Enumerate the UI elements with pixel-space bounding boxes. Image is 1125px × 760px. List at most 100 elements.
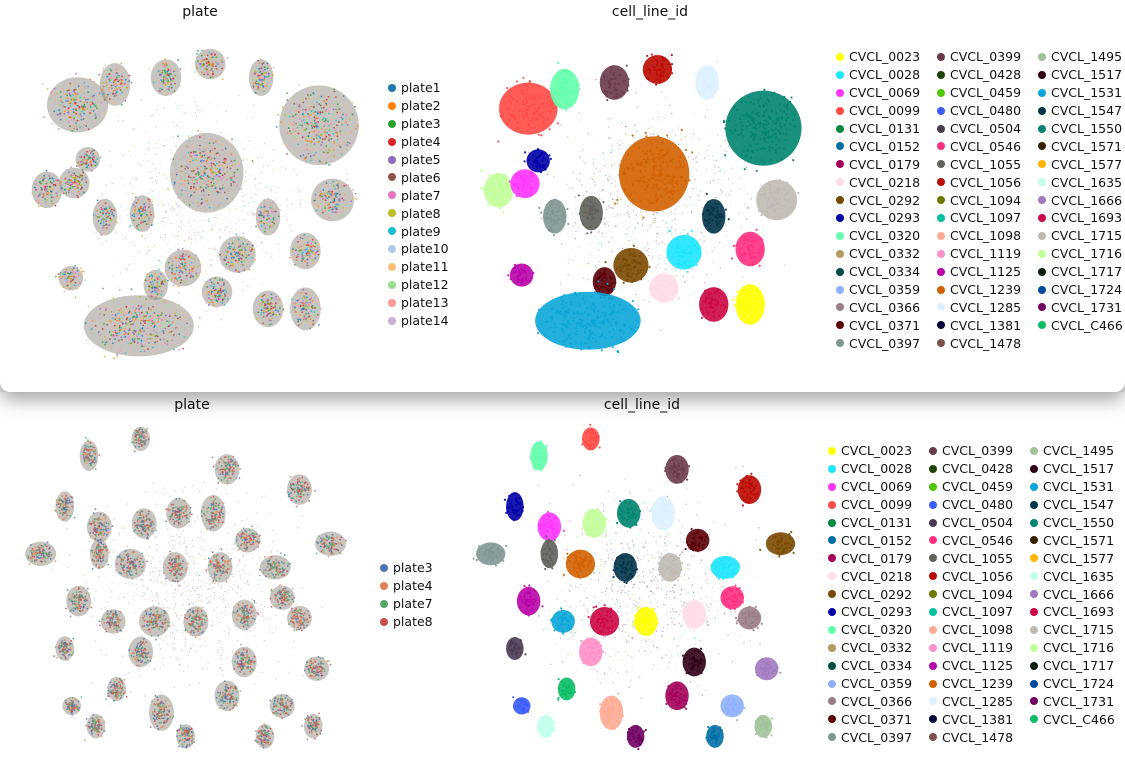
cluster [248, 58, 275, 96]
legend-item: CVCL_0179 [828, 549, 929, 567]
legend-item: plate7 [388, 186, 449, 204]
legend-label: CVCL_1517 [1043, 461, 1115, 477]
legend-marker [388, 209, 396, 218]
legend-label: CVCL_1531 [1043, 479, 1115, 495]
cluster [128, 636, 154, 668]
legend-item: plate13 [388, 294, 449, 312]
cluster [58, 164, 90, 199]
legend-marker [388, 101, 396, 110]
cluster [759, 530, 796, 558]
legend-label: CVCL_0152 [841, 532, 913, 548]
legend-item: CVCL_1119 [937, 245, 1038, 263]
cluster [148, 58, 182, 97]
legend-item: CVCL_1715 [1038, 227, 1125, 245]
legend-marker [1038, 178, 1046, 187]
cluster [537, 510, 566, 542]
legend-marker [388, 119, 396, 128]
legend-marker [828, 607, 836, 616]
legend-label: CVCL_0293 [841, 604, 913, 620]
legend-label: plate12 [401, 277, 449, 293]
legend-item: CVCL_1055 [937, 155, 1038, 173]
legend-label: CVCL_0397 [849, 335, 921, 351]
cluster [507, 263, 535, 287]
legend-marker [828, 679, 836, 688]
legend-marker [828, 536, 836, 545]
cluster [200, 495, 226, 532]
legend-marker [937, 339, 945, 348]
point-cloud [480, 53, 802, 354]
legend-label: CVCL_0131 [841, 515, 913, 530]
legend-item: plate11 [388, 258, 449, 276]
legend-marker [1030, 643, 1038, 652]
legend-item: CVCL_1547 [1030, 496, 1125, 514]
legend-label: CVCL_1097 [950, 210, 1022, 226]
legend-marker [937, 267, 945, 276]
cluster [25, 541, 57, 566]
cluster [86, 508, 114, 544]
legend-item: CVCL_1098 [937, 227, 1038, 245]
legend-label: CVCL_1056 [942, 568, 1014, 584]
legend-marker [929, 464, 937, 473]
legend-label: plate10 [401, 241, 449, 257]
legend-label: CVCL_1094 [950, 192, 1022, 208]
legend-item: CVCL_0293 [828, 603, 929, 621]
legend-item: CVCL_0332 [836, 245, 937, 263]
chart-title: cell_line_id [611, 4, 689, 20]
legend-label: CVCL_1381 [942, 711, 1014, 727]
legend-marker [388, 173, 396, 182]
legend-label: CVCL_1495 [1051, 49, 1123, 65]
legend-item: CVCL_0099 [836, 102, 937, 120]
legend-marker [828, 482, 836, 491]
legend-label: CVCL_1097 [942, 604, 1014, 620]
legend-label: CVCL_1119 [942, 640, 1014, 656]
umap-scatter-plot [25, 426, 347, 749]
legend-item: CVCL_0359 [836, 281, 937, 299]
cluster [580, 507, 608, 539]
legend-label: CVCL_0069 [841, 479, 913, 495]
cluster [231, 599, 260, 631]
legend-label: plate5 [401, 152, 441, 167]
legend-item: CVCL_0069 [836, 84, 937, 102]
cluster [31, 169, 64, 209]
cluster [269, 693, 295, 720]
legend-item: CVCL_0459 [929, 478, 1030, 496]
legend-label: CVCL_1531 [1051, 85, 1123, 101]
legend-marker [929, 590, 937, 599]
legend-item: plate4 [380, 577, 433, 595]
legend-label: CVCL_0399 [950, 49, 1022, 65]
legend-label: plate13 [401, 295, 449, 311]
legend-label: CVCL_0359 [849, 282, 921, 298]
legend-marker [388, 316, 396, 325]
point-cloud [25, 426, 347, 749]
legend-marker [937, 124, 945, 133]
legend-item: plate8 [380, 613, 433, 631]
cluster [213, 232, 257, 274]
legend-label: CVCL_0480 [950, 103, 1022, 119]
legend-label: plate9 [401, 223, 441, 239]
cluster [480, 169, 514, 214]
cluster [167, 129, 254, 213]
cluster [550, 607, 575, 635]
cluster [732, 284, 765, 325]
legend-marker [380, 599, 388, 608]
legend-label: CVCL_0028 [841, 461, 913, 477]
legend-marker [1038, 88, 1046, 97]
legend-item: CVCL_1724 [1030, 675, 1125, 693]
cluster [512, 696, 531, 715]
legend-item: CVCL_0069 [828, 478, 929, 496]
legend-item: plate4 [388, 133, 449, 151]
cluster [503, 492, 525, 522]
legend-label: CVCL_C466 [1051, 317, 1123, 333]
legend-item: CVCL_1577 [1038, 155, 1125, 173]
legend-label: CVCL_0459 [942, 479, 1014, 495]
cluster [54, 491, 76, 522]
legend-label: CVCL_1731 [1051, 299, 1123, 315]
legend-label: CVCL_0359 [841, 676, 913, 692]
cluster [705, 724, 724, 748]
legend-item: CVCL_1517 [1038, 66, 1125, 84]
legend-item: plate2 [388, 97, 449, 115]
legend-label: CVCL_0334 [849, 264, 921, 280]
legend-label: CVCL_1478 [942, 729, 1014, 745]
legend-marker [388, 244, 396, 253]
legend-marker [836, 142, 844, 151]
